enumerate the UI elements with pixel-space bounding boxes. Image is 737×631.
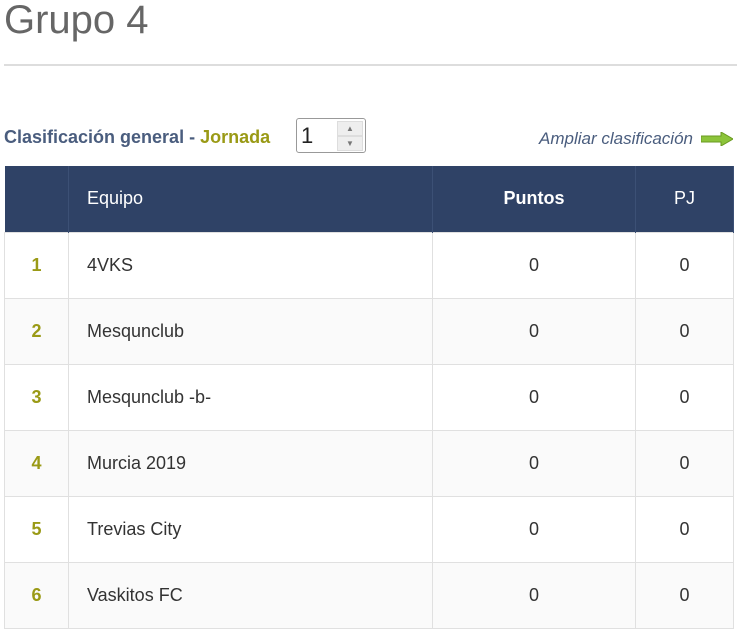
position-cell: 5 xyxy=(4,495,69,563)
jornada-value[interactable]: 1 xyxy=(301,123,314,148)
team-cell[interactable]: Vaskitos FC xyxy=(68,561,433,629)
classification-heading: Clasificación general - Jornada xyxy=(4,127,270,148)
position-cell: 4 xyxy=(4,429,69,497)
team-cell[interactable]: Murcia 2019 xyxy=(68,429,433,497)
table-row: 6 Vaskitos FC 0 0 xyxy=(4,561,734,629)
team-cell[interactable]: Mesqunclub xyxy=(68,297,433,365)
header-puntos: Puntos xyxy=(432,166,636,232)
points-cell: 0 xyxy=(432,429,636,497)
team-cell[interactable]: Trevias City xyxy=(68,495,433,563)
jornada-label: Jornada xyxy=(200,127,271,147)
header-pj: PJ xyxy=(635,166,734,232)
position-cell: 6 xyxy=(4,561,69,629)
header-equipo: Equipo xyxy=(68,166,433,232)
table-header: Equipo Puntos PJ xyxy=(4,166,734,232)
page-title: Grupo 4 xyxy=(4,0,149,42)
position-cell: 3 xyxy=(4,363,69,431)
position-cell: 2 xyxy=(4,297,69,365)
points-cell: 0 xyxy=(432,231,636,299)
jornada-stepper[interactable]: 1 ▲ ▼ xyxy=(296,118,366,153)
position-cell: 1 xyxy=(4,231,69,299)
expand-classification-link[interactable]: Ampliar clasificación xyxy=(539,129,693,148)
general-label: Clasificación general - xyxy=(4,127,196,147)
divider xyxy=(4,64,737,66)
table-row: 4 Murcia 2019 0 0 xyxy=(4,429,734,497)
arrow-right-icon[interactable] xyxy=(701,132,733,146)
header-pos xyxy=(4,166,69,232)
played-cell: 0 xyxy=(635,297,734,365)
played-cell: 0 xyxy=(635,495,734,563)
table-row: 5 Trevias City 0 0 xyxy=(4,495,734,563)
played-cell: 0 xyxy=(635,231,734,299)
played-cell: 0 xyxy=(635,429,734,497)
table-row: 1 4VKS 0 0 xyxy=(4,231,734,299)
decrement-icon[interactable]: ▼ xyxy=(337,136,363,151)
table-row: 3 Mesqunclub -b- 0 0 xyxy=(4,363,734,431)
table-row: 2 Mesqunclub 0 0 xyxy=(4,297,734,365)
team-cell[interactable]: 4VKS xyxy=(68,231,433,299)
points-cell: 0 xyxy=(432,495,636,563)
points-cell: 0 xyxy=(432,363,636,431)
played-cell: 0 xyxy=(635,363,734,431)
points-cell: 0 xyxy=(432,297,636,365)
points-cell: 0 xyxy=(432,561,636,629)
standings-table: Equipo Puntos PJ 1 4VKS 0 0 2 Mesqunclub 0 0 3 Me… xyxy=(4,166,734,629)
team-cell[interactable]: Mesqunclub -b- xyxy=(68,363,433,431)
increment-icon[interactable]: ▲ xyxy=(337,121,363,136)
played-cell: 0 xyxy=(635,561,734,629)
